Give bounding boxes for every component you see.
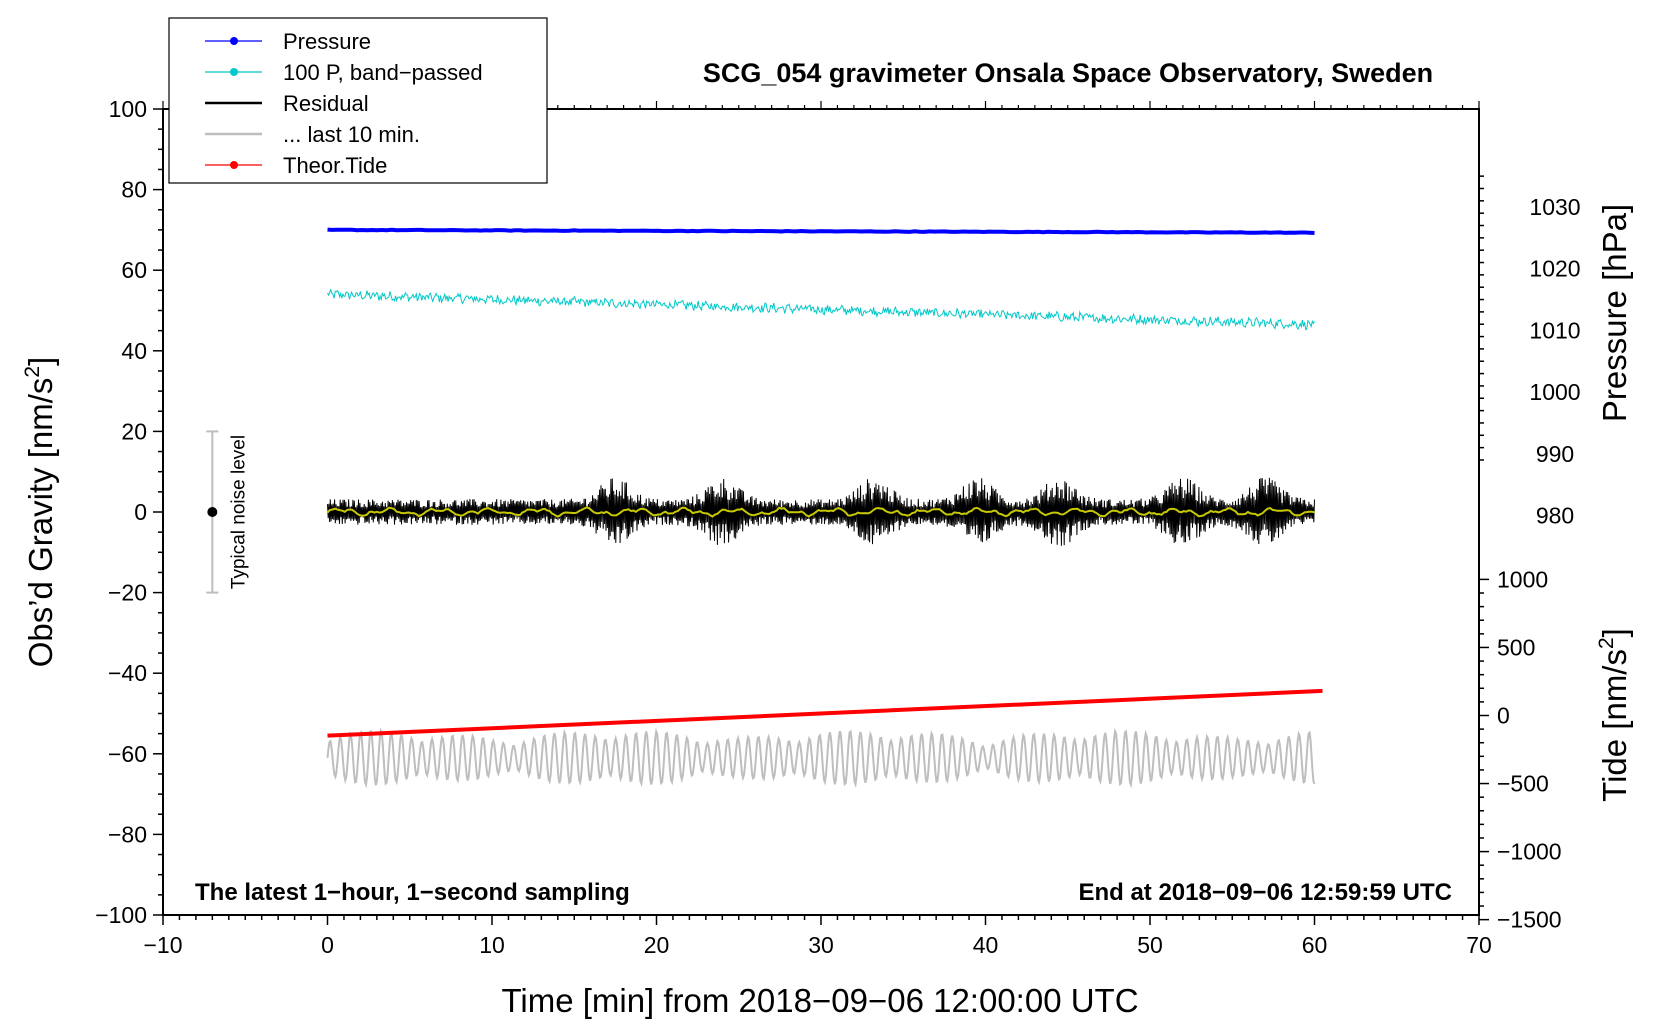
series-layer [326, 227, 1323, 789]
tide-tick-label: −1500 [1497, 907, 1562, 933]
noise-level-indicator: Typical noise level [206, 430, 249, 594]
pressure-tick-label: 1020 [1529, 256, 1580, 282]
x-tick-label: 70 [1466, 932, 1492, 958]
y-axis-label-tide: Tide [nm/s2] [1595, 628, 1633, 802]
y-tick-label: −20 [108, 580, 147, 606]
legend-item: Residual [205, 91, 369, 116]
y-tick-label: 80 [121, 177, 147, 203]
ticks-layer: −10 0 10 20 30 40 50 60 70−100−80−60−40−20020406… [95, 96, 1580, 958]
legend-item: ... last 10 min. [205, 122, 420, 147]
y-axis-label-left: Obs’d Gravity [nm/s2] [21, 357, 59, 668]
pressure-tick-label: 1030 [1529, 194, 1580, 220]
y-tick-label: −60 [108, 741, 147, 767]
legend-marker [230, 68, 238, 76]
y-axis-label-pressure: Pressure [hPa] [1596, 204, 1633, 422]
y-tick-label: −80 [108, 821, 147, 847]
legend-items: Pressure 100 P, band−passed Residual ... la… [205, 29, 483, 178]
series-residual [327, 477, 1315, 546]
legend-item: Theor.Tide [205, 153, 387, 178]
noise-dot [207, 507, 218, 517]
series-band-passed-pressure [327, 288, 1315, 331]
legend-box [168, 17, 548, 184]
note-bottom-right: End at 2018−09−06 12:59:59 UTC [1078, 879, 1452, 906]
legend: Pressure 100 P, band−passed Residual ... la… [168, 17, 548, 184]
chart-title: SCG_054 gravimeter Onsala Space Observat… [703, 58, 1433, 88]
x-tick-label: 60 [1302, 932, 1328, 958]
legend-label: ... last 10 min. [283, 122, 420, 147]
x-tick-label: 0 [321, 932, 334, 958]
y-tick-label: 20 [121, 418, 147, 444]
legend-item: Pressure [205, 29, 371, 54]
legend-marker [230, 37, 238, 45]
series-theor-tide [327, 688, 1323, 738]
tide-tick-label: 0 [1497, 703, 1510, 729]
series-pressure [327, 227, 1315, 235]
x-tick-label: 30 [808, 932, 834, 958]
y-tick-label: 40 [121, 338, 147, 364]
legend-marker [230, 161, 238, 169]
noise-level-label: Typical noise level [228, 435, 249, 589]
y-tick-label: 100 [109, 96, 147, 122]
pressure-tick-label: 1010 [1529, 317, 1580, 343]
series-last-10-min [326, 727, 1316, 789]
x-tick-label: 40 [973, 932, 999, 958]
legend-label: Theor.Tide [283, 153, 387, 178]
series-smoothed-residual [326, 506, 1315, 518]
legend-label: Residual [283, 91, 369, 116]
tide-tick-label: 500 [1497, 634, 1535, 660]
pressure-tick-label: 1000 [1529, 379, 1580, 405]
y-tick-label: 60 [121, 257, 147, 283]
legend-label: Pressure [283, 29, 371, 54]
y-tick-label: 0 [134, 499, 147, 525]
tide-tick-label: −500 [1497, 771, 1549, 797]
y-tick-label: −100 [95, 902, 147, 928]
tide-tick-label: −1000 [1497, 839, 1562, 865]
x-tick-label: 20 [644, 932, 670, 958]
x-tick-label: −10 [143, 932, 182, 958]
x-axis-label: Time [min] from 2018−09−06 12:00:00 UTC [501, 982, 1138, 1019]
tide-tick-label: 1000 [1497, 566, 1548, 592]
note-bottom-left: The latest 1−hour, 1−second sampling [195, 879, 630, 906]
pressure-tick-label: 980 [1536, 503, 1574, 529]
legend-label: 100 P, band−passed [283, 60, 483, 85]
legend-item: 100 P, band−passed [205, 60, 483, 85]
pressure-tick-label: 990 [1536, 441, 1574, 467]
x-tick-label: 10 [479, 932, 505, 958]
y-tick-label: −40 [108, 660, 147, 686]
x-tick-label: 50 [1137, 932, 1163, 958]
